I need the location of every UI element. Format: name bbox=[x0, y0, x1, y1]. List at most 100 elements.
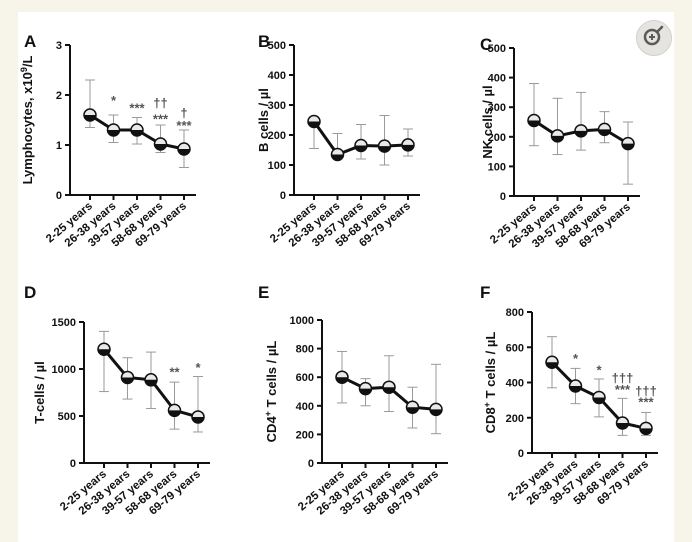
y-tick-label: 300 bbox=[268, 100, 286, 112]
y-axis-label-superscript: + bbox=[263, 411, 273, 416]
y-axis-label: Lymphocytes, x109/L bbox=[19, 56, 35, 185]
y-axis-label: CD4+ T cells / µL bbox=[263, 341, 279, 443]
data-point-shade bbox=[622, 143, 634, 150]
y-tick-label: 400 bbox=[296, 401, 314, 413]
data-point-shade bbox=[308, 121, 320, 128]
data-point-shade bbox=[640, 428, 652, 435]
y-axis-label-text: CD4 bbox=[264, 416, 279, 443]
significance-marker: ††† bbox=[635, 384, 657, 399]
data-point-shade bbox=[168, 410, 181, 417]
significance-marker: *** bbox=[615, 382, 631, 397]
data-point-shade bbox=[359, 388, 372, 395]
y-tick-label: 400 bbox=[506, 378, 524, 390]
y-axis-label-superscript: 9 bbox=[19, 67, 29, 72]
data-point-shade bbox=[192, 416, 204, 423]
y-tick-label: 600 bbox=[506, 342, 524, 354]
data-point-shade bbox=[575, 130, 587, 137]
y-axis-label-unit: /L bbox=[20, 56, 35, 68]
data-point-shade bbox=[336, 377, 348, 384]
y-tick-label: 800 bbox=[506, 307, 524, 319]
significance-marker: *** bbox=[638, 394, 654, 409]
y-tick-label: 300 bbox=[488, 102, 506, 114]
data-point-shade bbox=[551, 135, 564, 142]
y-tick-label: 100 bbox=[268, 160, 286, 172]
y-tick-label: 600 bbox=[296, 372, 314, 384]
y-tick-label: 0 bbox=[56, 190, 62, 202]
y-tick-label: 500 bbox=[268, 40, 286, 52]
significance-marker: ††† bbox=[612, 371, 634, 386]
y-tick-label: 200 bbox=[268, 130, 286, 142]
significance-marker: * bbox=[573, 351, 579, 366]
data-point-shade bbox=[107, 130, 120, 136]
significance-marker: *** bbox=[129, 101, 145, 116]
y-tick-label: 500 bbox=[488, 43, 506, 55]
y-tick-label: 1000 bbox=[290, 315, 314, 327]
significance-marker: † bbox=[180, 106, 187, 121]
y-axis-label-text: NK cells / µl bbox=[480, 85, 495, 158]
y-tick-label: 0 bbox=[70, 458, 76, 470]
data-point-shade bbox=[430, 409, 442, 416]
panel-letter: D bbox=[24, 283, 36, 302]
data-point-shade bbox=[331, 154, 344, 161]
data-point-shade bbox=[355, 145, 367, 152]
data-point-shade bbox=[98, 349, 110, 356]
significance-marker: * bbox=[195, 360, 201, 375]
y-tick-label: 1000 bbox=[52, 364, 76, 376]
y-tick-label: 3 bbox=[56, 40, 62, 52]
panel-letter: A bbox=[24, 32, 36, 51]
panel-letter: F bbox=[480, 283, 490, 302]
panel-letter: E bbox=[258, 283, 269, 302]
data-point-shade bbox=[402, 144, 414, 151]
y-axis-label: NK cells / µl bbox=[480, 85, 495, 158]
data-point-shade bbox=[546, 362, 558, 369]
y-tick-label: 1500 bbox=[52, 317, 76, 329]
y-tick-label: 0 bbox=[280, 190, 286, 202]
y-tick-label: 500 bbox=[58, 411, 76, 423]
data-point-shade bbox=[528, 120, 540, 127]
y-tick-label: 200 bbox=[488, 132, 506, 144]
y-axis-label-unit: T cells / µL bbox=[264, 341, 279, 411]
y-axis-label: CD8+ T cells / µL bbox=[482, 332, 498, 434]
data-point-shade bbox=[378, 146, 391, 153]
significance-marker: †† bbox=[153, 96, 167, 111]
data-point-shade bbox=[383, 387, 395, 394]
y-axis-label-text: CD8 bbox=[483, 407, 498, 433]
y-tick-label: 400 bbox=[488, 73, 506, 85]
significance-marker: *** bbox=[153, 112, 169, 127]
y-axis-label-text: Lymphocytes, x10 bbox=[20, 72, 35, 184]
data-point-shade bbox=[569, 386, 582, 393]
y-tick-label: 0 bbox=[308, 458, 314, 470]
data-point-shade bbox=[406, 407, 419, 414]
y-tick-label: 0 bbox=[500, 191, 506, 203]
y-axis-label-unit: T cells / µL bbox=[483, 332, 498, 402]
zoom-button[interactable] bbox=[636, 20, 672, 56]
y-axis-label: T-cells / µl bbox=[32, 361, 47, 423]
data-point-shade bbox=[145, 379, 157, 386]
panel-letter: B bbox=[258, 32, 270, 51]
data-point-shade bbox=[178, 149, 190, 155]
data-point-shade bbox=[616, 423, 629, 430]
significance-marker: ** bbox=[169, 365, 180, 380]
y-tick-label: 800 bbox=[296, 344, 314, 356]
y-tick-label: 200 bbox=[506, 413, 524, 425]
y-tick-label: 1 bbox=[56, 140, 62, 152]
zoom-in-icon bbox=[643, 25, 664, 46]
y-tick-label: 2 bbox=[56, 90, 62, 102]
y-tick-label: 0 bbox=[518, 448, 524, 460]
significance-marker: *** bbox=[176, 118, 192, 133]
data-point-shade bbox=[84, 115, 96, 121]
y-tick-label: 100 bbox=[488, 161, 506, 173]
data-point-shade bbox=[131, 130, 143, 136]
significance-marker: * bbox=[596, 363, 602, 378]
y-axis-label-text: T-cells / µl bbox=[32, 361, 47, 423]
panel-letter: C bbox=[480, 35, 492, 54]
y-tick-label: 200 bbox=[296, 429, 314, 441]
y-axis-label-text: B cells / µl bbox=[256, 88, 271, 152]
